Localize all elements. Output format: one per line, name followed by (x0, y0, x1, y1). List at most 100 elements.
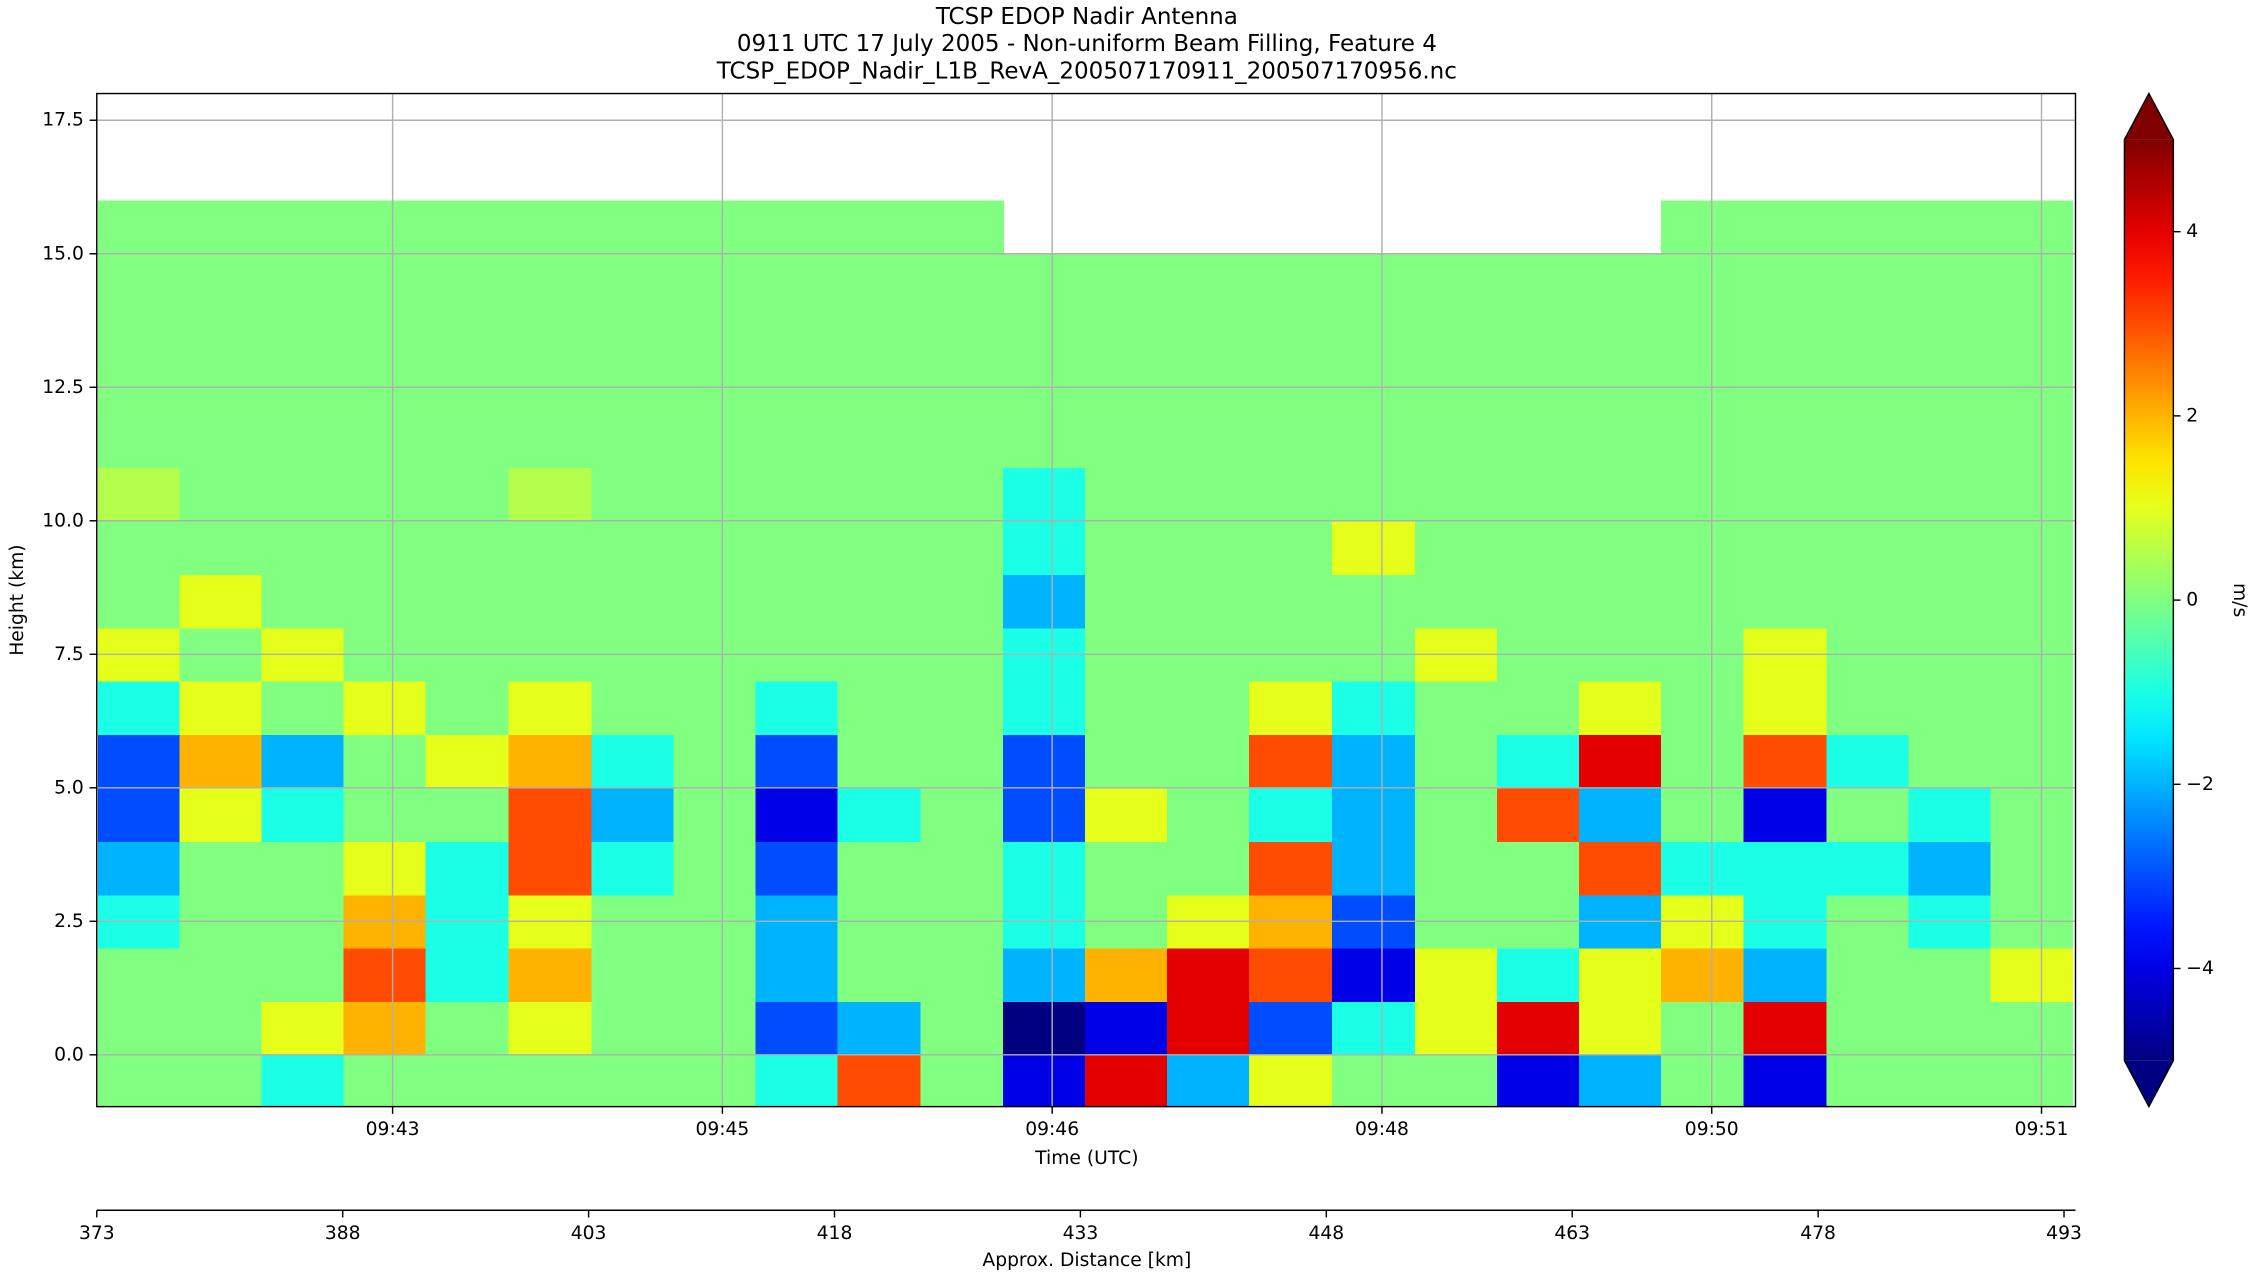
y-tick-label: 15.0 (42, 243, 84, 264)
heatmap-cell (1167, 520, 1250, 575)
heatmap-cell (261, 413, 345, 469)
heatmap-cell (755, 680, 839, 736)
heatmap-cell (1826, 520, 1910, 575)
heatmap-cell (1826, 200, 1910, 255)
heatmap-cell (673, 307, 757, 362)
heatmap-cell (591, 307, 675, 362)
heatmap-cell (261, 253, 345, 308)
heatmap-cell (179, 574, 263, 629)
heatmap-cell (508, 520, 593, 575)
heatmap-cell (591, 574, 675, 629)
heatmap-cell (837, 787, 921, 842)
heatmap-cell (755, 1001, 839, 1056)
heatmap-cell (1908, 734, 1992, 789)
heatmap-cell (755, 520, 839, 575)
heatmap-cell (425, 520, 510, 575)
heatmap-cell (1908, 520, 1992, 575)
heatmap-cell (179, 520, 263, 575)
heatmap-cell (1908, 1001, 1992, 1056)
heatmap-cell (97, 520, 181, 575)
heatmap-cell (1003, 841, 1086, 896)
heatmap-cell (343, 413, 427, 469)
heatmap-cell (837, 574, 921, 629)
x-tick-label: 09:50 (1685, 1119, 1739, 1140)
heatmap-cell (1990, 200, 2074, 255)
heatmap-cell (343, 787, 427, 842)
colorbar-frame (2123, 92, 2175, 1109)
heatmap-cell (179, 841, 263, 896)
heatmap-cell (1990, 520, 2074, 575)
heatmap-cell (1249, 948, 1333, 1003)
heatmap-cell (755, 467, 839, 522)
heatmap-cell (1826, 574, 1910, 629)
heatmap-cell (1414, 467, 1498, 522)
heatmap-cell (591, 200, 675, 255)
y-tick-label: 12.5 (42, 377, 84, 398)
heatmap-cell (1249, 734, 1333, 789)
heatmap-cell (1578, 680, 1662, 736)
heatmap-cell (1743, 1001, 1828, 1056)
heatmap-cell (1085, 680, 1168, 736)
heatmap-cell (1167, 948, 1250, 1003)
heatmap-cell (1826, 307, 1910, 362)
heatmap-cell (755, 1054, 839, 1107)
heatmap-cell (1990, 680, 2074, 736)
heatmap-cell (1331, 307, 1416, 362)
heatmap-cell (591, 734, 675, 789)
heatmap-cell (591, 413, 675, 469)
heatmap-cell (261, 680, 345, 736)
heatmap-cell (837, 948, 921, 1003)
heatmap-cell (1167, 734, 1250, 789)
heatmap-cell (508, 413, 593, 469)
heatmap-cell (1826, 467, 1910, 522)
heatmap-cell (508, 841, 593, 896)
y-tick-label: 2.5 (54, 911, 84, 932)
heatmap-cell (343, 520, 427, 575)
heatmap-cell (261, 1054, 345, 1107)
heatmap-cell (1249, 253, 1333, 308)
heatmap-cell (179, 948, 263, 1003)
heatmap-cell (837, 1001, 921, 1056)
heatmap-cell (1167, 413, 1250, 469)
heatmap-cell (261, 520, 345, 575)
heatmap-cell (179, 200, 263, 255)
heatmap-cell (1743, 948, 1828, 1003)
heatmap-cell (1249, 413, 1333, 469)
y-axis-label: Height (km) (7, 544, 28, 655)
heatmap-cell (1990, 574, 2074, 629)
heatmap-cell (97, 948, 181, 1003)
heatmap-cell (343, 734, 427, 789)
heatmap-cell (1167, 253, 1250, 308)
x-tick-label: 09:43 (366, 1119, 420, 1140)
heatmap-cell (508, 1054, 593, 1107)
heatmap-cell (673, 1001, 757, 1056)
heatmap-cell (179, 307, 263, 362)
heatmap-cell (920, 467, 1004, 522)
heatmap-cell (179, 680, 263, 736)
heatmap-cell (1085, 467, 1168, 522)
heatmap-cell (1249, 787, 1333, 842)
heatmap-cell (1085, 253, 1168, 308)
heatmap-cell (1085, 948, 1168, 1003)
heatmap-cell (1826, 841, 1910, 896)
heatmap-cell (673, 574, 757, 629)
heatmap-cell (343, 841, 427, 896)
heatmap-cell (673, 520, 757, 575)
heatmap-cell (755, 253, 839, 308)
heatmap-cell (837, 467, 921, 522)
heatmap-cell (343, 1054, 427, 1107)
heatmap-cell (1578, 948, 1662, 1003)
heatmap-cell (1743, 467, 1828, 522)
heatmap-cell (508, 948, 593, 1003)
heatmap-cell (837, 307, 921, 362)
heatmap-cell (920, 253, 1004, 308)
y-tick-label: 7.5 (54, 644, 84, 665)
x-tick-label: 09:46 (1025, 1119, 1079, 1140)
colorbar-label: m/s (2229, 583, 2250, 617)
heatmap-cell (1826, 948, 1910, 1003)
heatmap-cell (1414, 948, 1498, 1003)
heatmap-cell (673, 467, 757, 522)
heatmap-cell (1003, 680, 1086, 736)
heatmap-cell (97, 734, 181, 789)
